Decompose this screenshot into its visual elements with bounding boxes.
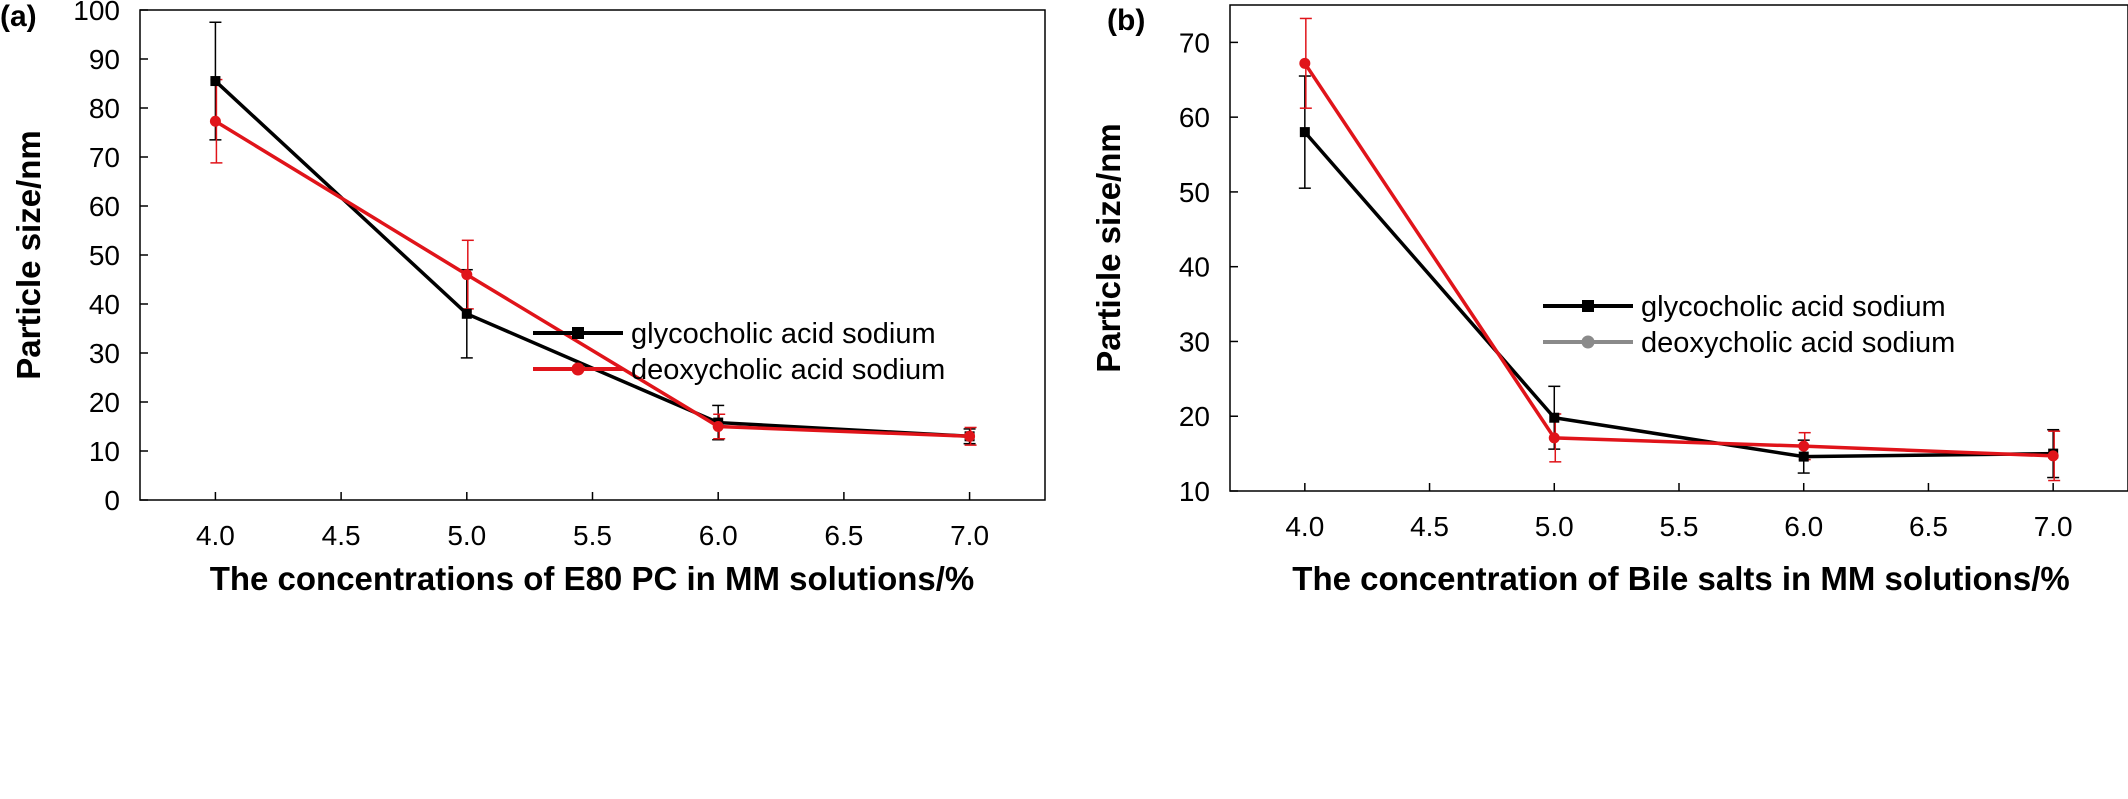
y-tick-label: 70 bbox=[1179, 27, 1210, 58]
data-point-glycocholic bbox=[210, 76, 221, 87]
y-tick-label: 30 bbox=[1179, 326, 1210, 357]
y-axis-title: Particle size/nm bbox=[1090, 123, 1127, 372]
data-point-deoxycholic bbox=[1798, 440, 1810, 452]
legend-entry-deoxycholic: deoxycholic acid sodium bbox=[1543, 327, 1955, 359]
error-bars-glycocholic bbox=[1298, 75, 2060, 479]
y-tick-label: 20 bbox=[89, 387, 120, 418]
legend-marker bbox=[1582, 300, 1594, 312]
panel-label: (a) bbox=[0, 0, 37, 33]
legend-label: glycocholic acid sodium bbox=[1641, 291, 1946, 323]
data-point-deoxycholic bbox=[712, 421, 724, 432]
y-tick-label: 70 bbox=[89, 142, 120, 173]
data-point-deoxycholic bbox=[1299, 57, 1311, 69]
data-point-deoxycholic bbox=[461, 269, 473, 281]
legend-label: glycocholic acid sodium bbox=[631, 318, 936, 350]
error-bars-deoxycholic bbox=[210, 78, 977, 446]
data-point-deoxycholic bbox=[964, 430, 976, 442]
y-tick-label: 50 bbox=[89, 240, 120, 271]
x-tick-label: 6.0 bbox=[699, 520, 738, 551]
y-tick-label: 10 bbox=[89, 436, 120, 467]
x-tick-label: 6.0 bbox=[1784, 511, 1823, 542]
x-tick-label: 6.5 bbox=[1909, 511, 1948, 542]
y-tick-label: 60 bbox=[89, 191, 120, 222]
y-tick-label: 40 bbox=[89, 289, 120, 320]
data-point-deoxycholic bbox=[1548, 432, 1560, 444]
data-point-glycocholic bbox=[1549, 412, 1560, 423]
error-bars-deoxycholic bbox=[1299, 17, 2061, 482]
x-tick-label: 5.0 bbox=[1535, 511, 1574, 542]
series-line-deoxycholic bbox=[214, 119, 970, 439]
series-line-deoxycholic bbox=[1303, 62, 2054, 458]
legend-label: deoxycholic acid sodium bbox=[1641, 327, 1955, 359]
x-tick-label: 6.5 bbox=[824, 520, 863, 551]
data-point-glycocholic bbox=[461, 308, 472, 319]
y-tick-label: 90 bbox=[89, 44, 120, 75]
legend-marker bbox=[571, 362, 585, 376]
plot-frame bbox=[1229, 4, 2128, 492]
y-tick-label: 20 bbox=[1179, 401, 1210, 432]
x-tick-label: 7.0 bbox=[2034, 511, 2073, 542]
chart-panel-b: (b) 10 20 30 40 50 60 70 4.0 4.5 5.0 5.5 6.0 6.5 7.0 Th… bbox=[1090, 4, 2128, 597]
y-tick-label: 40 bbox=[1179, 252, 1210, 283]
series-line-glycocholic bbox=[1303, 130, 2054, 459]
legend-entry-glycocholic: glycocholic acid sodium bbox=[1543, 291, 1946, 323]
y-tick-label: 60 bbox=[1179, 102, 1210, 133]
panel-label: (b) bbox=[1107, 4, 1145, 37]
y-tick-label: 80 bbox=[89, 93, 120, 124]
legend-entry-glycocholic: glycocholic acid sodium bbox=[533, 318, 936, 350]
x-tick-label: 5.5 bbox=[573, 520, 612, 551]
x-tick-label: 5.0 bbox=[447, 520, 486, 551]
legend-label: deoxycholic acid sodium bbox=[631, 354, 945, 386]
x-tick-label: 5.5 bbox=[1660, 511, 1699, 542]
data-point-glycocholic bbox=[1299, 127, 1310, 138]
plot-frame bbox=[139, 9, 1046, 501]
data-point-glycocholic bbox=[1798, 451, 1809, 462]
data-point-deoxycholic bbox=[2047, 450, 2059, 462]
x-axis-title: The concentration of Bile salts in MM so… bbox=[1292, 560, 2069, 597]
y-axis-title: Particle size/nm bbox=[10, 130, 47, 379]
y-tick-label: 50 bbox=[1179, 177, 1210, 208]
y-tick-label: 10 bbox=[1179, 476, 1210, 507]
legend-entry-deoxycholic: deoxycholic acid sodium bbox=[533, 354, 945, 386]
data-point-deoxycholic bbox=[209, 115, 221, 127]
x-tick-label: 4.0 bbox=[1285, 511, 1324, 542]
y-tick-label: 30 bbox=[89, 338, 120, 369]
x-tick-label: 4.0 bbox=[196, 520, 235, 551]
x-tick-label: 4.5 bbox=[322, 520, 361, 551]
x-axis-title: The concentrations of E80 PC in MM solut… bbox=[210, 560, 975, 597]
y-tick-label: 0 bbox=[104, 485, 120, 516]
legend-marker bbox=[572, 327, 584, 339]
chart-panel-a: (a) 0 10 20 30 40 50 60 70 80 90 100 4.0 4.5 5.0 5.5 6.0… bbox=[0, 0, 1046, 597]
x-tick-label: 4.5 bbox=[1410, 511, 1449, 542]
legend-marker bbox=[1581, 335, 1595, 349]
x-tick-label: 7.0 bbox=[950, 520, 989, 551]
y-tick-label: 100 bbox=[73, 0, 120, 26]
